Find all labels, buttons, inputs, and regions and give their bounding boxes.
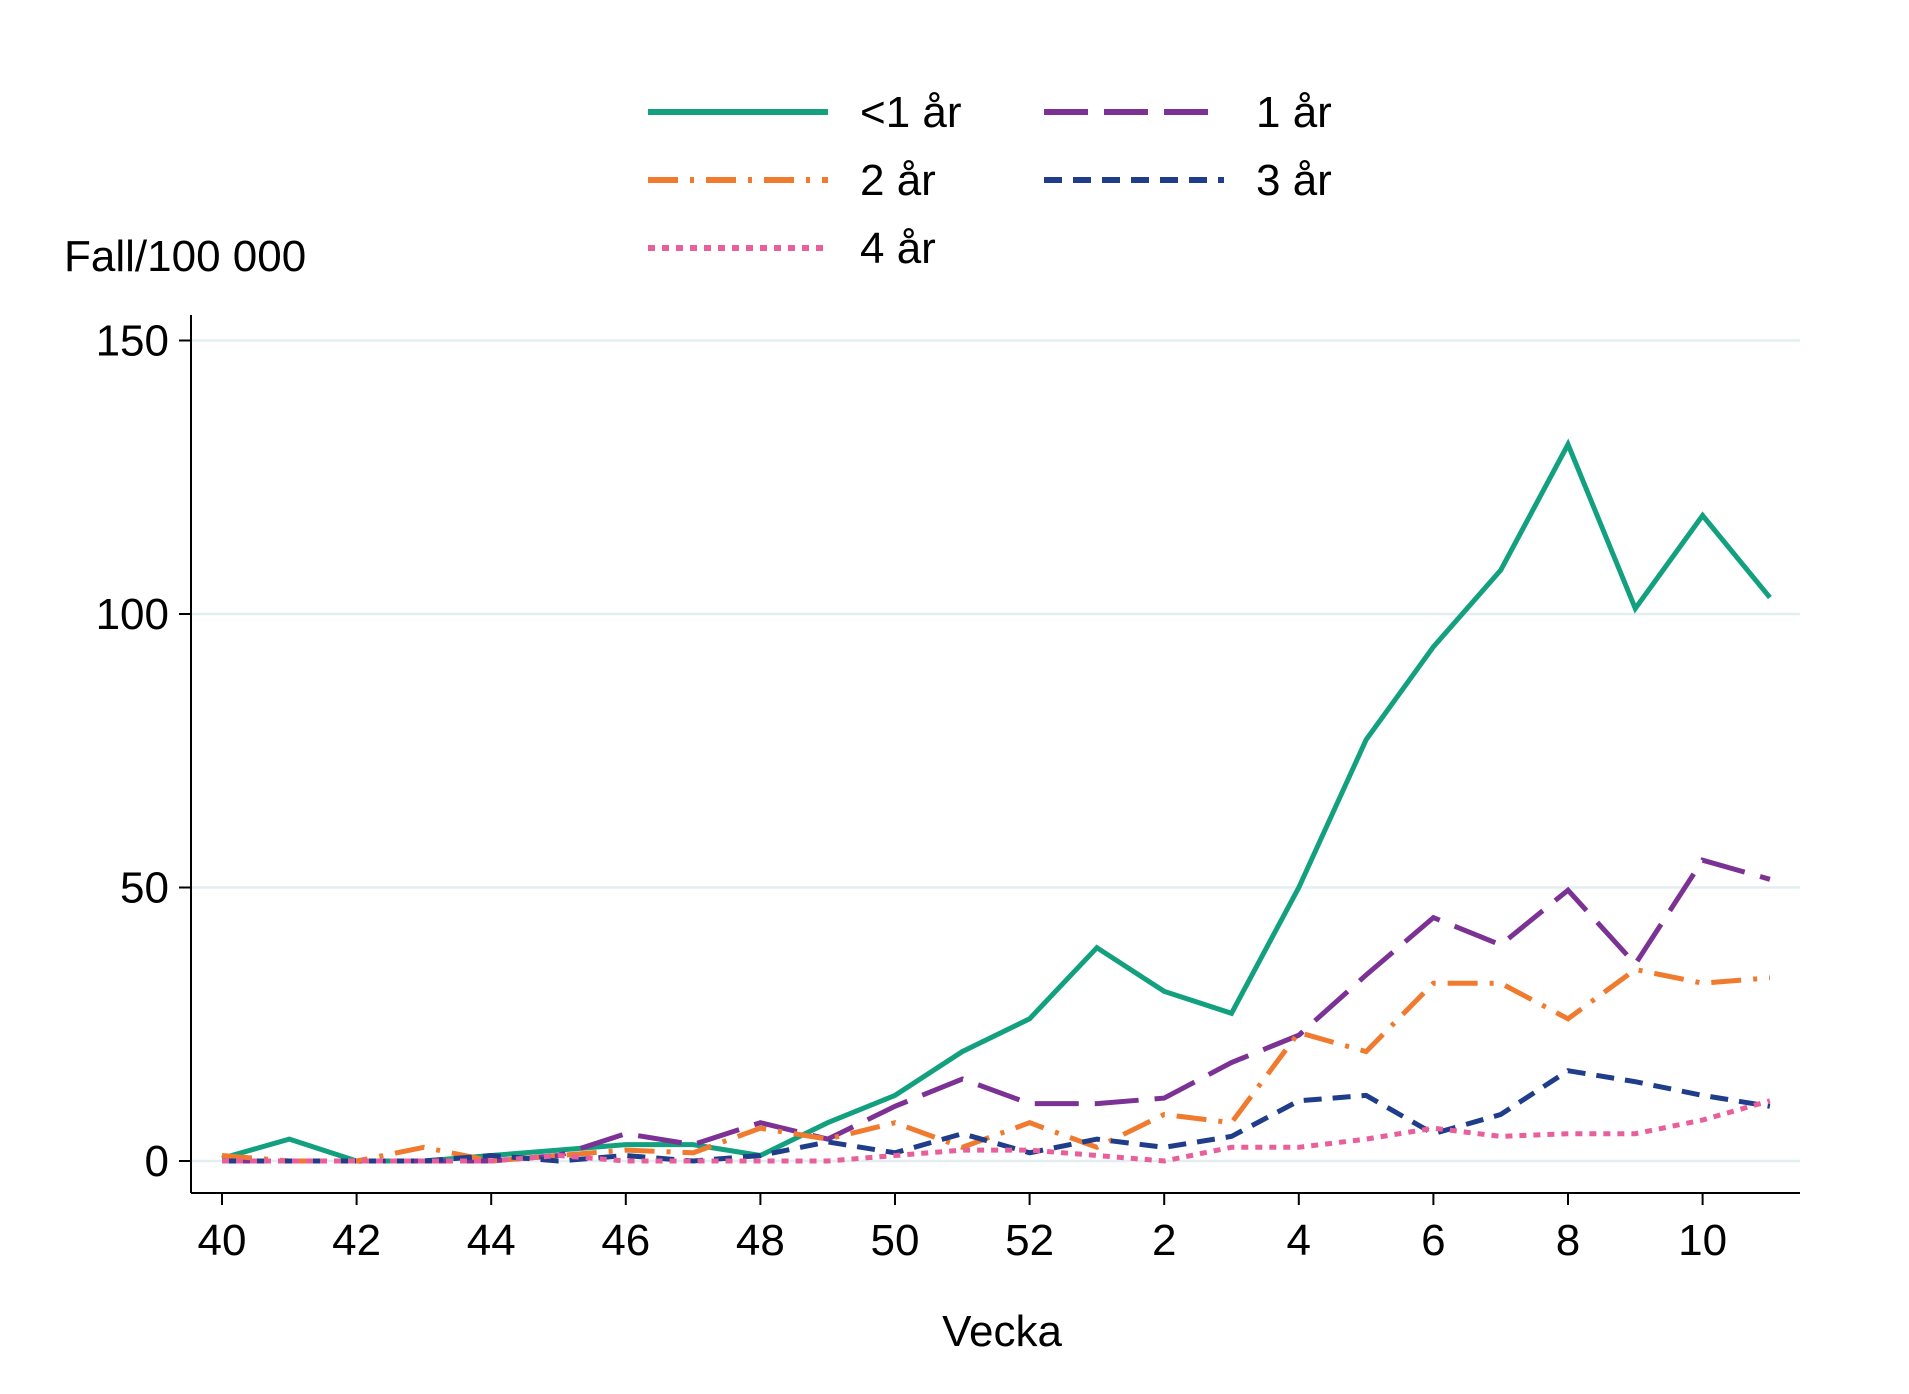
series-line: [222, 857, 1771, 1164]
series-lines: [221, 438, 1772, 1164]
x-tick-label: 46: [601, 1216, 650, 1265]
y-tick-label: 150: [96, 317, 169, 366]
y-axis-title: Fall/100 000: [64, 232, 306, 281]
series-line: [222, 1098, 1771, 1164]
gridlines: [191, 339, 1800, 1163]
legend-label: 4 år: [860, 224, 936, 273]
series-line: [222, 1068, 1771, 1164]
legend-label: 1 år: [1256, 88, 1332, 137]
x-axis-title: Vecka: [942, 1307, 1062, 1356]
x-tick-label: 48: [736, 1216, 785, 1265]
x-tick-label: 52: [1005, 1216, 1054, 1265]
y-tick-label: 0: [145, 1137, 169, 1186]
x-tick-label: 6: [1421, 1216, 1445, 1265]
series-line: [221, 966, 1771, 1164]
legend-label: 3 år: [1256, 156, 1332, 205]
x-tick-label: 2: [1152, 1216, 1176, 1265]
x-tick-label: 44: [467, 1216, 516, 1265]
x-tick-label: 40: [198, 1216, 247, 1265]
series-line: [221, 438, 1772, 1164]
y-tick-label: 100: [96, 590, 169, 639]
x-tick-label: 8: [1556, 1216, 1580, 1265]
legend: <1 år 1 år 2 år 3 år 4 år: [648, 88, 1332, 273]
x-tick-label: 4: [1287, 1216, 1311, 1265]
x-tick-label: 50: [871, 1216, 920, 1265]
legend-label: <1 år: [860, 88, 962, 137]
y-tick-label: 50: [120, 864, 169, 913]
x-tick-label: 42: [332, 1216, 381, 1265]
legend-label: 2 år: [860, 156, 936, 205]
x-tick-label: 10: [1678, 1216, 1727, 1265]
